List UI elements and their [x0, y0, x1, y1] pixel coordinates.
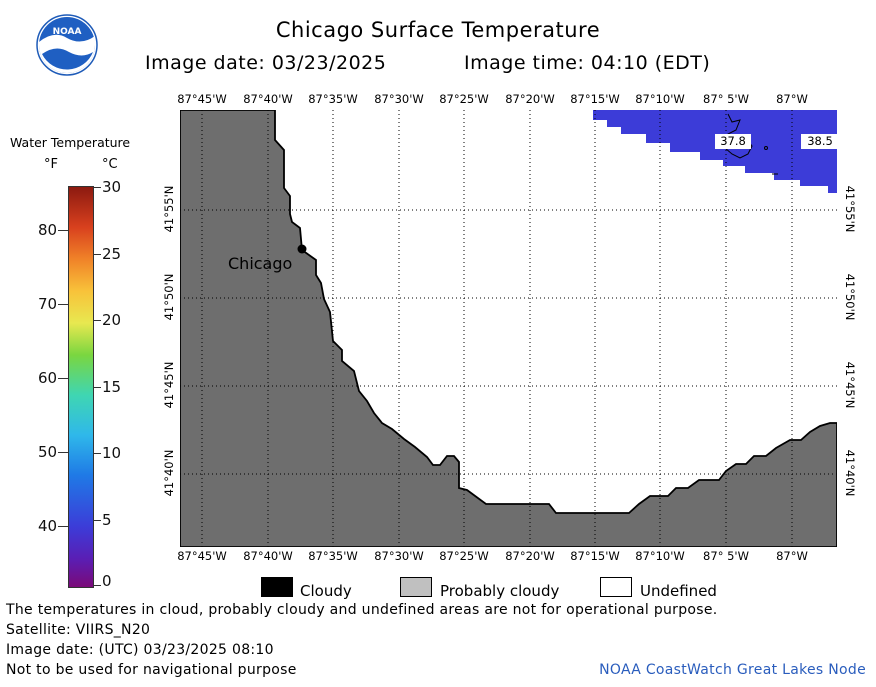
lon-label-top: 87°20'W [505, 92, 555, 106]
temp-label-bg-1 [715, 134, 751, 149]
legend-unit-f: °F [44, 157, 58, 172]
lon-label-bottom: 87°45'W [177, 549, 227, 563]
legend-c-tick: 15 [102, 378, 122, 396]
lat-label-right: 41°55'N [843, 185, 857, 233]
legend-f-tick: 40 [38, 517, 58, 535]
probably-cloudy-swatch [400, 577, 432, 597]
lon-label-top: 87°25'W [439, 92, 489, 106]
legend-c-tick: 25 [102, 245, 122, 263]
legend-f-tick: 60 [38, 369, 58, 387]
lat-label-left: 41°45'N [162, 361, 176, 409]
lon-label-bottom: 87°35'W [308, 549, 358, 563]
lat-label-right: 41°50'N [843, 273, 857, 321]
map-canvas: 37.8 38.5 Chicago [180, 110, 837, 547]
legend-title: Water Temperature [10, 135, 131, 150]
lon-label-bottom: 87°30'W [374, 549, 424, 563]
noaa-logo-icon: NOAA [36, 14, 98, 76]
temp-label: 37.8 [720, 134, 746, 148]
lon-label-top: 87°45'W [177, 92, 227, 106]
image-date: Image date: 03/23/2025 [145, 52, 387, 74]
temp-label-bg-2 [801, 134, 837, 149]
lon-label-top: 87° 5'W [703, 92, 749, 106]
probably-cloudy-label: Probably cloudy [440, 582, 560, 600]
lat-label-left: 41°40'N [162, 449, 176, 497]
cloudy-label: Cloudy [300, 582, 352, 600]
legend-c-tick: 30 [102, 178, 122, 196]
navigation-warning: Not to be used for navigational purpose [6, 662, 297, 678]
cloudy-swatch [261, 577, 293, 597]
legend-f-tick: 70 [38, 295, 58, 313]
graticule [180, 110, 837, 547]
chicago-marker [297, 244, 307, 254]
legend-c-tick: 0 [102, 572, 112, 590]
lon-label-top: 87°30'W [374, 92, 424, 106]
land-area [180, 110, 837, 547]
legend-color-bar [68, 186, 94, 588]
legend-c-tick: 10 [102, 444, 122, 462]
city-label: Chicago [228, 254, 292, 273]
lon-label-bottom: 87°10'W [635, 549, 685, 563]
lat-label-right: 41°45'N [843, 361, 857, 409]
lon-label-bottom: 87°W [776, 549, 808, 563]
page-title: Chicago Surface Temperature [275, 18, 601, 42]
lon-label-bottom: 87°40'W [243, 549, 293, 563]
lat-label-left: 41°50'N [162, 273, 176, 321]
legend-unit-c: °C [102, 157, 118, 172]
undefined-label: Undefined [640, 582, 717, 600]
disclaimer-text: The temperatures in cloud, probably clou… [6, 602, 718, 618]
lon-label-top: 87°40'W [243, 92, 293, 106]
lon-label-bottom: 87°25'W [439, 549, 489, 563]
undefined-swatch [600, 577, 632, 597]
noaa-logo-text: NOAA [53, 27, 82, 37]
credit-text: NOAA CoastWatch Great Lakes Node [599, 662, 866, 678]
satellite-text: Satellite: VIIRS_N20 [6, 622, 151, 638]
temp-label: 38.5 [807, 134, 833, 148]
lon-label-top: 87°35'W [308, 92, 358, 106]
legend-c-tick: 5 [102, 511, 112, 529]
lon-label-bottom: 87°15'W [570, 549, 620, 563]
buoy-marker [764, 146, 768, 150]
legend-c-tick: 20 [102, 311, 122, 329]
legend-f-tick: 50 [38, 443, 58, 461]
lon-label-bottom: 87°20'W [505, 549, 555, 563]
lon-label-bottom: 87° 5'W [703, 549, 749, 563]
utc-date-text: Image date: (UTC) 03/23/2025 08:10 [6, 642, 274, 658]
lon-label-top: 87°15'W [570, 92, 620, 106]
temperature-water-area [593, 110, 837, 193]
lon-label-top: 87°W [776, 92, 808, 106]
image-time: Image time: 04:10 (EDT) [464, 52, 711, 74]
legend-f-tick: 80 [38, 221, 58, 239]
lat-label-right: 41°40'N [843, 449, 857, 497]
lon-label-top: 87°10'W [635, 92, 685, 106]
lat-label-left: 41°55'N [162, 185, 176, 233]
